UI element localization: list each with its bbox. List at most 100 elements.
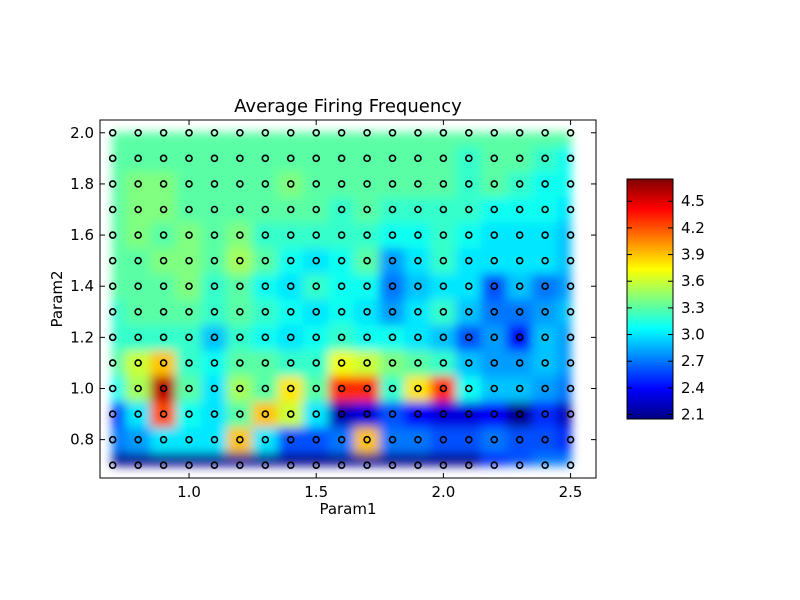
heatmap-cell [430,196,457,223]
sample-marker [108,410,117,418]
sample-marker [465,128,473,137]
heatmap-cell [150,375,177,402]
heatmap-cell [112,349,126,377]
heatmap-cell [430,132,457,147]
sample-marker [108,359,117,367]
heatmap-cell [531,451,559,466]
sample-marker [439,410,448,418]
heatmap-cell [328,400,355,428]
sample-marker [541,333,549,342]
sample-marker [236,231,244,239]
heatmap-cell [175,196,203,223]
sample-marker [312,256,321,265]
heatmap-cell [175,170,203,198]
sample-marker [337,461,346,470]
y-tick-label: 1.6 [70,226,94,244]
sample-marker [261,180,270,188]
sample-marker [541,154,549,163]
sample-marker [134,359,142,367]
heatmap-cell [404,426,432,453]
heatmap-cell [226,132,254,147]
y-tick-label: 1.0 [70,380,94,398]
heatmap-cell [201,298,228,326]
sample-marker [465,435,473,444]
sample-marker [414,205,422,214]
heatmap-cell [175,272,203,300]
heatmap-cell [455,400,483,428]
sample-marker [286,333,295,342]
sample-marker [185,282,193,291]
heatmap-cell [353,451,381,466]
sample-marker [312,205,321,214]
sample-marker [286,256,295,265]
sample-marker [159,128,168,137]
sample-marker [414,359,422,367]
sample-marker [185,333,193,342]
heatmap-cell [277,451,304,466]
heatmap-cell [455,298,483,326]
colorbar-tick-label: 3.6 [681,272,705,290]
sample-marker [566,435,575,444]
heatmap-cell [455,145,483,172]
sample-marker [159,435,168,444]
sample-marker [414,154,422,163]
heatmap-cell [379,349,406,377]
heatmap-cell [150,426,177,453]
heatmap-cell [124,272,152,300]
colorbar-tick-label: 3.9 [681,246,705,264]
heatmap-cell [353,349,381,377]
heatmap-cell [481,132,508,147]
sample-marker [414,410,422,418]
heatmap-cell [557,324,572,351]
sample-marker [541,359,549,367]
heatmap-cell [328,145,355,172]
colorbar-tick-label: 2.7 [681,352,705,370]
heatmap-cell [175,145,203,172]
sample-marker [337,435,346,444]
sample-marker [490,461,499,470]
sample-marker [363,256,371,265]
sample-marker [134,333,142,342]
heatmap-cell [328,221,355,249]
heatmap-cell [302,132,330,147]
sample-marker [566,307,575,316]
sample-marker [286,128,295,137]
heatmap-cell [226,272,254,300]
colorbar-tick-label: 4.2 [681,219,705,237]
heatmap-cell [557,349,572,377]
heatmap-cell [328,349,355,377]
x-tick-label: 1.5 [304,483,328,501]
heatmap-cell [112,196,126,223]
sample-marker [388,128,397,137]
sample-marker [134,154,142,163]
heatmap-cell [124,349,152,377]
sample-marker [541,435,549,444]
sample-marker [286,154,295,163]
heatmap-cell [506,426,533,453]
heatmap-cell [353,145,381,172]
sample-marker [490,231,499,239]
heatmap-cell [557,426,572,453]
heatmap-cell [455,451,483,466]
sample-marker [286,384,295,393]
heatmap-cell [302,272,330,300]
sample-marker [490,359,499,367]
sample-marker [363,154,371,163]
colorbar-tick-label: 3.3 [681,299,705,317]
heatmap-cell [226,145,254,172]
sample-marker [134,410,142,418]
sample-marker [388,384,397,393]
heatmap-cell [277,221,304,249]
sample-marker [185,231,193,239]
sample-marker [134,205,142,214]
heatmap-cell [455,426,483,453]
sample-marker [388,333,397,342]
sample-marker [261,128,270,137]
heatmap-cell [252,196,279,223]
sample-marker [414,461,422,470]
heatmap-cell [379,298,406,326]
heatmap-cell [404,196,432,223]
heatmap-cell [353,324,381,351]
heatmap-cell [404,247,432,274]
sample-marker [541,180,549,188]
